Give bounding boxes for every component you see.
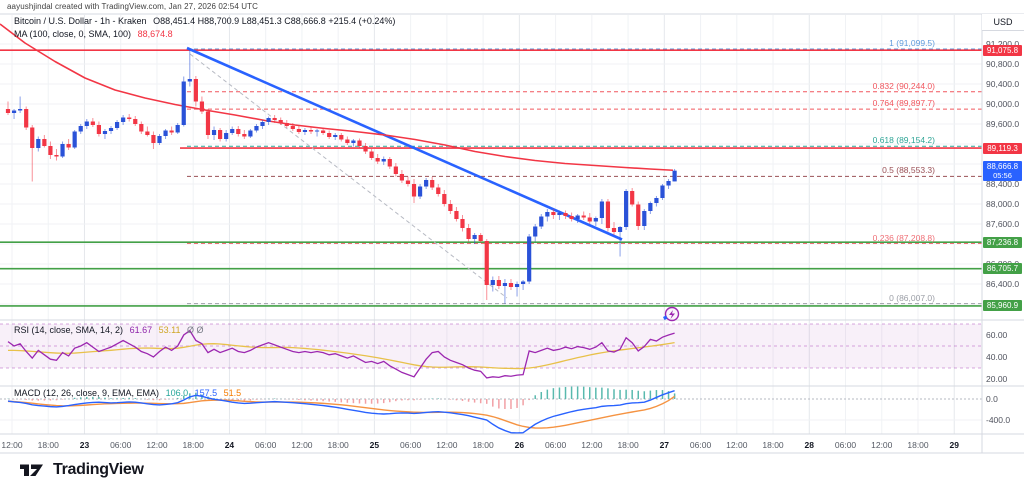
time-axis-label: 12:00	[291, 440, 313, 450]
badge-countdown: 05:56	[993, 170, 1012, 180]
time-axis-label: 18:00	[617, 440, 639, 450]
time-axis-label: 12:00	[871, 440, 893, 450]
time-axis-label: 27	[659, 440, 670, 450]
time-axis-label: 23	[79, 440, 90, 450]
symbol-title: Bitcoin / U.S. Dollar - 1h - Kraken	[14, 16, 147, 26]
fib-level-label: 0.764 (89,897.7)	[872, 98, 935, 109]
time-axis-label: 06:00	[255, 440, 277, 450]
macd-value: 157.5	[194, 388, 218, 398]
rsi-axis-label: 40.00	[986, 352, 1008, 362]
time-axis-label: 25	[369, 440, 380, 450]
macd-label: MACD (12, 26, close, 9, EMA, EMA)	[14, 388, 160, 398]
time-axis-label: 12:00	[436, 440, 458, 450]
rsi-value: 61.67	[129, 325, 153, 335]
fib-level-label: 1 (91,099.5)	[889, 38, 935, 49]
time-axis-label: 06:00	[689, 440, 712, 450]
price-axis-currency[interactable]: USD	[982, 14, 1024, 31]
macd-axis-label: -400.0	[986, 415, 1011, 426]
tradingview-logo-text: TradingView	[53, 461, 144, 478]
macd-axis-label: 0.0	[986, 394, 998, 404]
time-axis-label: 06:00	[544, 440, 567, 450]
time-axis-label: 18:00	[37, 440, 59, 450]
time-axis-label: 18:00	[762, 440, 784, 450]
ohlc-high: H88,700.9	[197, 16, 240, 26]
time-axis-label: 12:00	[581, 440, 603, 450]
fib-level-label: 0.618 (89,154.2)	[872, 135, 935, 146]
price-axis-label: 86,400.0	[986, 279, 1020, 289]
price-badge: 86,705.7	[983, 263, 1022, 275]
price-axis-label: 88,000.0	[986, 199, 1020, 209]
time-axis-label: 28	[804, 440, 814, 450]
time-axis-label: 18:00	[182, 440, 204, 450]
fib-level-label: 0.832 (90,244.0)	[872, 80, 935, 91]
rsi-label: RSI (14, close, SMA, 14, 2)	[14, 325, 124, 335]
symbol-legend[interactable]: Bitcoin / U.S. Dollar - 1h - Kraken O88,…	[14, 16, 395, 26]
fib-level-label: 0.236 (87,208.8)	[872, 232, 935, 243]
rsi-axis-label: 20.00	[986, 374, 1008, 384]
price-axis-label: 90,800.0	[986, 59, 1020, 69]
ohlc-change: +215.4 (+0.24%)	[328, 16, 396, 26]
candles	[5, 49, 677, 304]
macd-hist-value: 106.0	[165, 388, 189, 398]
time-axis-label: 18:00	[472, 440, 494, 450]
time-axis-label: 06:00	[399, 440, 422, 450]
rsi-axis-label: 60.00	[986, 330, 1008, 340]
price-axis-label: 90,000.0	[986, 99, 1020, 109]
price-axis-label: 87,600.0	[986, 219, 1020, 229]
ohlc-close: C88,666.8	[284, 16, 326, 26]
ma-value: 88,674.8	[137, 29, 173, 39]
ma-legend[interactable]: MA (100, close, 0, SMA, 100) 88,674.8	[14, 29, 173, 39]
time-axis-label: 18:00	[907, 440, 929, 450]
time-axis-label: 24	[224, 440, 235, 450]
time-axis-label: 06:00	[110, 440, 132, 450]
rsi-legend[interactable]: RSI (14, close, SMA, 14, 2) 61.67 53.11 …	[14, 325, 204, 335]
price-badge: 85,960.9	[983, 300, 1022, 312]
macd-signal-value: 51.5	[223, 388, 242, 398]
tradingview-logo[interactable]: TradingView	[20, 461, 144, 479]
time-axis-label: 12:00	[1, 440, 23, 450]
time-axis-label: 26	[514, 440, 525, 450]
price-axis-label: 89,600.0	[986, 119, 1020, 129]
fib-level-label: 0 (86,007.0)	[889, 292, 935, 303]
ma-label: MA (100, close, 0, SMA, 100)	[14, 29, 132, 39]
time-axis-label: 18:00	[327, 440, 349, 450]
time-axis-label: 06:00	[834, 440, 857, 450]
time-axis-label: 29	[949, 440, 959, 450]
price-badge: 88,666.8 05:56	[983, 160, 1022, 181]
ohlc-low: L88,451.3	[241, 16, 282, 26]
price-badge: 91,075.8	[983, 44, 1022, 56]
price-axis-label: 91,200.0	[986, 39, 1019, 49]
price-axis-label: 90,400.0	[986, 79, 1020, 89]
price-badge: 89,119.3	[983, 142, 1022, 154]
attribution-text: aayushjindal created with TradingView.co…	[7, 2, 258, 11]
rsi-ma-value: 53.11	[158, 325, 181, 335]
macd-legend[interactable]: MACD (12, 26, close, 9, EMA, EMA) 106.0 …	[14, 388, 241, 398]
price-axis-label: 88,400.0	[986, 179, 1020, 189]
rsi-extra: Ø Ø	[186, 325, 204, 335]
time-axis-label: 12:00	[726, 440, 748, 450]
price-badge: 87,236.8	[983, 236, 1022, 248]
time-axis-label: 12:00	[146, 440, 168, 450]
fib-level-label: 0.5 (88,553.3)	[882, 165, 935, 176]
tradingview-logo-icon	[20, 464, 43, 476]
ohlc-open: O88,451.4	[153, 16, 196, 26]
